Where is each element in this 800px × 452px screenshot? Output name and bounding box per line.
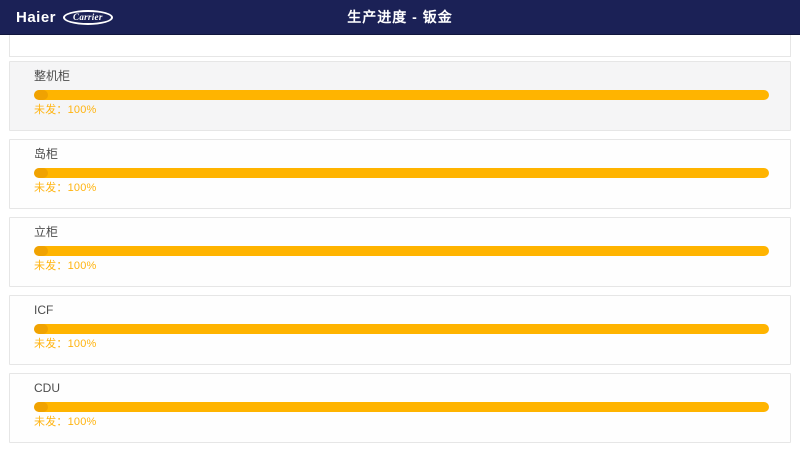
progress-bar-cap	[34, 402, 48, 412]
status-text: 未发：100%	[34, 338, 769, 351]
category-label: 立柜	[34, 225, 59, 239]
progress-panel-list: 整机柜 未发：100% 岛柜 未发：100% 立柜 未发：100% ICF	[0, 35, 800, 443]
carrier-logo: Carrier	[63, 9, 113, 25]
status-text: 未发：100%	[34, 416, 769, 429]
app-header: Haier Carrier 生产进度 - 钣金	[0, 0, 800, 35]
progress-card-zhengjigui[interactable]: 整机柜 未发：100%	[9, 61, 791, 131]
progress-bar	[34, 246, 769, 256]
status-value: 100%	[67, 260, 97, 272]
progress-bar	[34, 168, 769, 178]
haier-logo: Haier	[16, 8, 57, 26]
status-label: 未发：	[34, 182, 68, 194]
progress-bar-cap	[34, 168, 48, 178]
status-label: 未发：	[34, 104, 68, 116]
progress-bar-cap	[34, 324, 48, 334]
status-text: 未发：100%	[34, 260, 769, 273]
status-text: 未发：100%	[34, 182, 769, 195]
category-label: 整机柜	[34, 69, 71, 83]
status-value: 100%	[67, 104, 97, 116]
progress-bar-cap	[34, 90, 48, 100]
progress-card-cdu[interactable]: CDU 未发：100%	[9, 373, 791, 443]
progress-bar-cap	[34, 246, 48, 256]
status-label: 未发：	[34, 260, 68, 272]
scrolled-panel-remainder	[9, 35, 791, 57]
progress-card-icf[interactable]: ICF 未发：100%	[9, 295, 791, 365]
category-label: CDU	[34, 381, 60, 395]
category-label: 岛柜	[34, 147, 59, 161]
status-value: 100%	[67, 338, 97, 350]
status-value: 100%	[67, 416, 97, 428]
progress-card-ligui[interactable]: 立柜 未发：100%	[9, 217, 791, 287]
progress-card-daogui[interactable]: 岛柜 未发：100%	[9, 139, 791, 209]
progress-bar	[34, 402, 769, 412]
status-label: 未发：	[34, 416, 68, 428]
status-value: 100%	[67, 182, 97, 194]
brand-logos: Haier Carrier	[16, 9, 113, 26]
page-title: 生产进度 - 钣金	[347, 9, 453, 25]
category-label: ICF	[34, 303, 54, 317]
progress-bar	[34, 324, 769, 334]
status-label: 未发：	[34, 338, 68, 350]
progress-bar	[34, 90, 769, 100]
status-text: 未发：100%	[34, 104, 769, 117]
